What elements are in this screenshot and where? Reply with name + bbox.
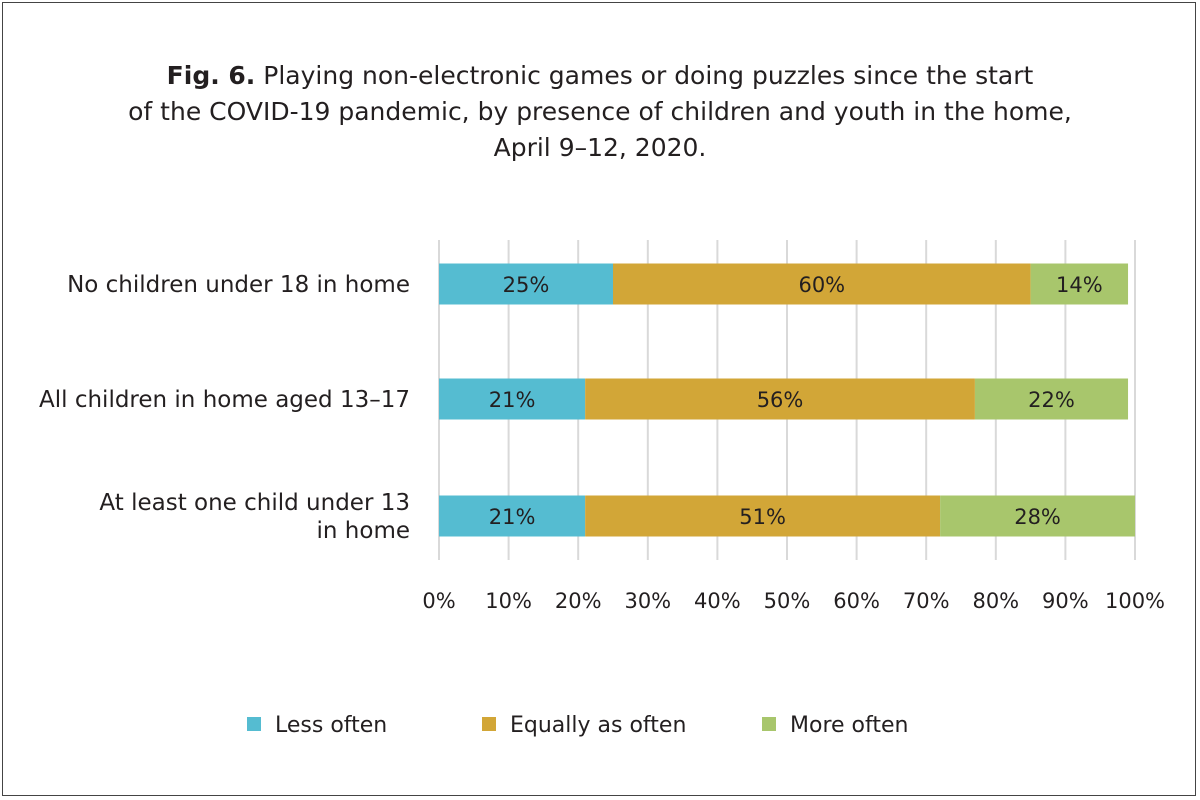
data-label: 28% bbox=[1014, 505, 1061, 529]
title-line-1: Playing non-electronic games or doing pu… bbox=[263, 61, 1034, 90]
bar-segment bbox=[974, 378, 1129, 420]
data-label: 14% bbox=[1056, 273, 1103, 297]
category-label: All children in home aged 13–17 bbox=[39, 387, 410, 413]
title-line-2: of the COVID-19 pandemic, by presence of… bbox=[128, 97, 1072, 126]
bar-segment bbox=[940, 495, 1135, 537]
chart-title: Fig. 6. Playing non-electronic games or … bbox=[60, 58, 1140, 166]
bar-segment bbox=[1030, 263, 1129, 305]
x-tick-label: 20% bbox=[555, 589, 602, 613]
data-label: 51% bbox=[739, 505, 786, 529]
x-tick-label: 90% bbox=[1042, 589, 1089, 613]
x-tick-label: 80% bbox=[972, 589, 1019, 613]
data-label: 56% bbox=[757, 388, 804, 412]
legend-swatch bbox=[247, 717, 261, 731]
bar-segment bbox=[439, 378, 586, 420]
category-label: At least one child under 13 in home bbox=[99, 490, 410, 544]
data-label: 25% bbox=[503, 273, 550, 297]
bar-segment bbox=[439, 495, 586, 537]
x-tick-label: 70% bbox=[903, 589, 950, 613]
x-tick-label: 100% bbox=[1105, 589, 1165, 613]
category-label-line: in home bbox=[317, 518, 410, 544]
bar-segment bbox=[585, 495, 941, 537]
category-label-line: All children in home aged 13–17 bbox=[39, 387, 410, 413]
data-label: 60% bbox=[798, 273, 845, 297]
bar-segment bbox=[439, 263, 613, 305]
data-label: 21% bbox=[489, 505, 536, 529]
bar-segment bbox=[585, 378, 975, 420]
x-tick-label: 40% bbox=[694, 589, 741, 613]
category-label: No children under 18 in home bbox=[67, 272, 410, 298]
figure-label: Fig. 6. bbox=[166, 61, 256, 90]
x-tick-label: 10% bbox=[485, 589, 532, 613]
legend-label: More often bbox=[790, 713, 908, 738]
title-line-3: April 9–12, 2020. bbox=[493, 133, 707, 162]
legend-swatch bbox=[762, 717, 776, 731]
legend-label: Equally as often bbox=[510, 713, 686, 738]
category-label-line: No children under 18 in home bbox=[67, 272, 410, 298]
bar-segment bbox=[613, 263, 1031, 305]
x-tick-label: 50% bbox=[764, 589, 811, 613]
x-tick-label: 0% bbox=[422, 589, 455, 613]
data-label: 22% bbox=[1028, 388, 1075, 412]
category-label-line: At least one child under 13 bbox=[99, 490, 410, 516]
x-tick-label: 60% bbox=[833, 589, 880, 613]
legend-swatch bbox=[482, 717, 496, 731]
legend-label: Less often bbox=[275, 713, 387, 738]
x-tick-label: 30% bbox=[624, 589, 671, 613]
data-label: 21% bbox=[489, 388, 536, 412]
